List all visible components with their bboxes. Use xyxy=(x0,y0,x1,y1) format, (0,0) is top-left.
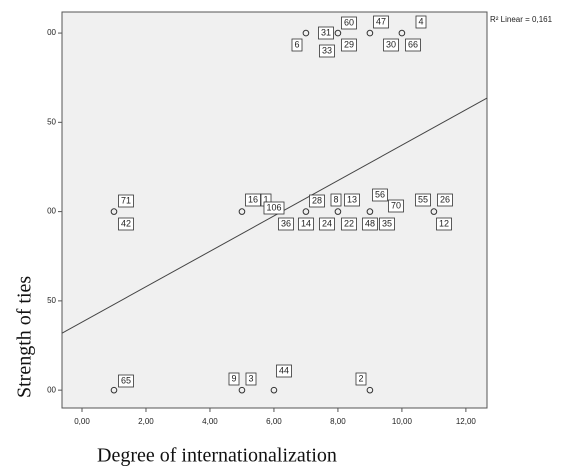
point-label-box xyxy=(355,372,367,386)
x-tick-label: 12,00 xyxy=(456,417,477,426)
point-label: 71 xyxy=(121,195,131,205)
point-label: 48 xyxy=(365,218,375,228)
point-label-box xyxy=(291,38,303,52)
point-label: 4 xyxy=(418,16,423,26)
point-label-box xyxy=(263,201,285,215)
point-label: 66 xyxy=(408,39,418,49)
point-label: 55 xyxy=(418,194,428,204)
point-label-box xyxy=(245,193,261,207)
point xyxy=(238,208,246,215)
point-label-box xyxy=(388,199,404,213)
point-label-box xyxy=(318,26,334,40)
point xyxy=(334,29,342,37)
point xyxy=(366,29,374,37)
point-label: 36 xyxy=(281,218,291,228)
point-label: 35 xyxy=(382,218,392,228)
point-label-box xyxy=(278,217,294,231)
point-label: 44 xyxy=(279,365,289,375)
point-label: 2 xyxy=(358,373,363,383)
point-label-box xyxy=(298,217,314,231)
point-label-box xyxy=(383,38,399,52)
point-label-box xyxy=(341,16,357,30)
point xyxy=(302,29,310,37)
point-label-box xyxy=(373,15,389,29)
point-label-box xyxy=(415,15,427,29)
point-label: 56 xyxy=(375,189,385,199)
point-label: 22 xyxy=(344,218,354,228)
y-tick-label: 00 xyxy=(47,385,56,394)
point-label-box xyxy=(319,44,335,58)
point-label-box xyxy=(309,194,325,208)
point xyxy=(398,29,406,37)
point-label: 26 xyxy=(440,194,450,204)
point-label-box xyxy=(379,217,395,231)
point-label: 14 xyxy=(301,218,311,228)
fit-line xyxy=(61,97,488,334)
y-axis-title: Strength of ties xyxy=(14,276,36,398)
point-label-box xyxy=(415,193,431,207)
y-tick-label: 50 xyxy=(47,117,56,126)
point-label: 47 xyxy=(376,16,386,26)
point-label: 31 xyxy=(321,27,331,37)
point-label: 8 xyxy=(333,194,338,204)
point-label-box xyxy=(372,188,388,202)
point xyxy=(110,386,118,394)
point-label: 3 xyxy=(248,373,253,383)
point-label-box xyxy=(436,217,452,231)
point-label: 24 xyxy=(322,218,332,228)
point-label-box xyxy=(319,217,335,231)
point-label: 65 xyxy=(121,375,131,385)
point-label: 29 xyxy=(344,39,354,49)
point-label-box xyxy=(228,372,240,386)
y-tick-label: 00 xyxy=(47,207,56,216)
point-label-box xyxy=(118,194,134,208)
point-label: 16 xyxy=(248,194,258,204)
point-label: 13 xyxy=(347,194,357,204)
x-tick-label: 6,00 xyxy=(266,417,282,426)
point xyxy=(366,208,374,215)
x-tick-label: 4,00 xyxy=(202,417,218,426)
x-tick-label: 2,00 xyxy=(138,417,154,426)
x-tick-label: 10,00 xyxy=(392,417,413,426)
point-label: 70 xyxy=(391,200,401,210)
point-label: 30 xyxy=(386,39,396,49)
point-label: 6 xyxy=(294,39,299,49)
point-label-box xyxy=(341,217,357,231)
point-label: 1 xyxy=(263,194,268,204)
point xyxy=(430,208,438,215)
point-label-box xyxy=(341,38,357,52)
point xyxy=(302,208,310,215)
point-label: 28 xyxy=(312,195,322,205)
point-label-box xyxy=(344,193,360,207)
point-label-box xyxy=(362,217,378,231)
point-label: 42 xyxy=(121,218,131,228)
point-label-box xyxy=(276,364,292,378)
point-label: 9 xyxy=(231,373,236,383)
point-label-box xyxy=(118,217,134,231)
point-label: 33 xyxy=(322,45,332,55)
x-tick-label: 0,00 xyxy=(74,417,90,426)
point-label: 60 xyxy=(344,17,354,27)
x-tick-label: 8,00 xyxy=(330,417,346,426)
point-label-box xyxy=(118,374,134,388)
x-axis-title: Degree of internationalization xyxy=(97,445,337,467)
point xyxy=(270,386,278,394)
point-label: 106 xyxy=(266,202,281,212)
point xyxy=(366,386,374,394)
point-label-box xyxy=(405,38,421,52)
point xyxy=(238,386,246,394)
point-label-box xyxy=(437,193,453,207)
point-label-box xyxy=(330,193,342,207)
point xyxy=(110,208,118,215)
y-tick-label: 50 xyxy=(47,296,56,305)
point xyxy=(334,208,342,215)
y-tick-label: 00 xyxy=(47,28,56,37)
fit-label: R² Linear = 0,161 xyxy=(490,15,553,24)
point-label: 12 xyxy=(439,218,449,228)
point-label-box xyxy=(245,372,257,386)
